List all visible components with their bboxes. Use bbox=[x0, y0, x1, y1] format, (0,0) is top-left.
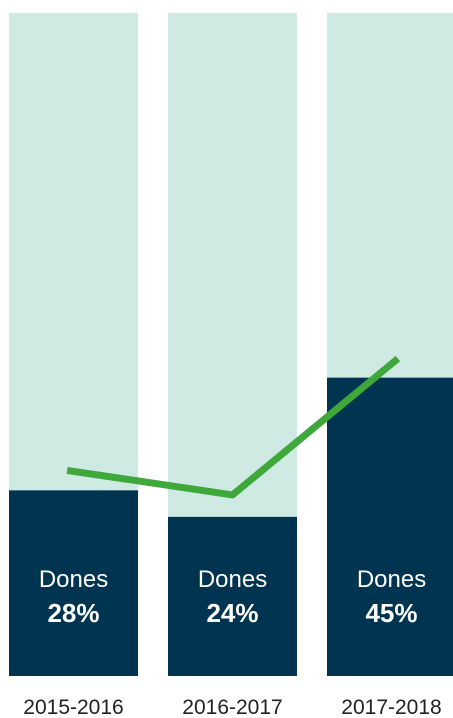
category-label-2016-2017: 2016-2017 bbox=[182, 696, 282, 718]
labels-group: Dones 28% 2015-2016 Dones 24% 2016-2017 Dones 4… bbox=[23, 566, 441, 718]
category-label-2015-2016: 2015-2016 bbox=[23, 696, 123, 718]
bar-value-label-2016-2017: 24% bbox=[206, 598, 258, 628]
bar-series-label-2015-2016: Dones bbox=[39, 566, 108, 593]
bars-group bbox=[9, 13, 453, 676]
category-label-2017-2018: 2017-2018 bbox=[341, 696, 441, 718]
bar-2017-2018 bbox=[327, 377, 453, 676]
bar-value-label-2017-2018: 45% bbox=[365, 598, 417, 628]
bar-2016-2017 bbox=[168, 516, 297, 676]
bar-value-label-2015-2016: 28% bbox=[47, 598, 99, 628]
bar-series-label-2017-2018: Dones bbox=[357, 566, 426, 593]
trend-line bbox=[66, 355, 401, 499]
bar-series-label-2016-2017: Dones bbox=[198, 566, 267, 593]
bar-2015-2016 bbox=[9, 490, 138, 676]
